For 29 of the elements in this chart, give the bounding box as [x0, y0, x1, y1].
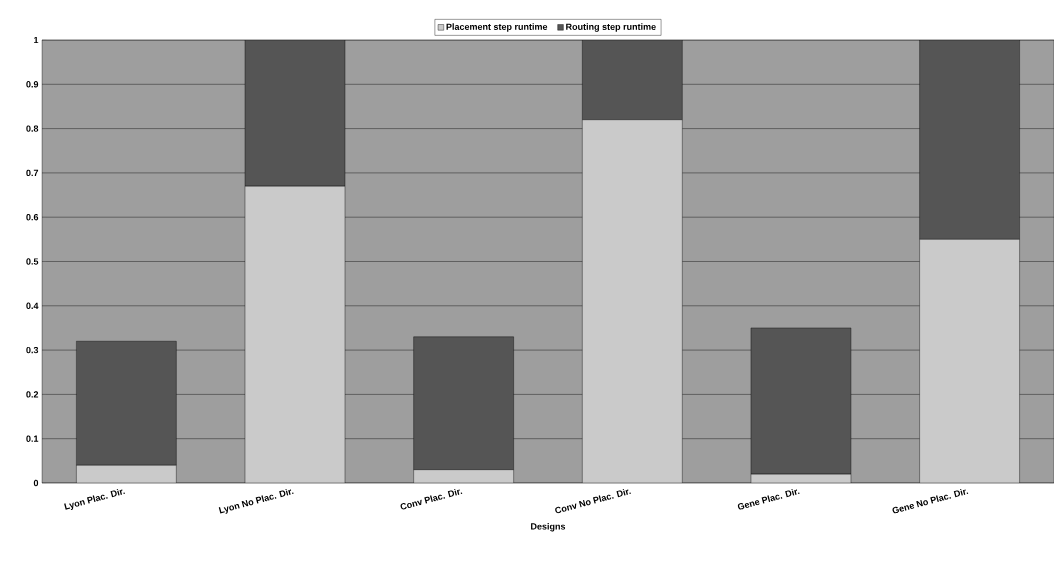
- y-tick-label: 0.7: [26, 169, 39, 177]
- bar: [244, 40, 346, 187]
- bar: [413, 336, 514, 470]
- x-tick-label: Conv Plac. Dir.: [400, 488, 463, 510]
- bar: [76, 341, 177, 466]
- y-tick-label: 0.3: [26, 346, 39, 354]
- y-tick-label: 1: [34, 36, 39, 44]
- x-tick-label: Gene Plac. Dir.: [737, 488, 800, 510]
- y-tick-label: 0.5: [26, 258, 39, 265]
- bar: [919, 239, 1020, 483]
- y-tick-label: 0.1: [26, 435, 39, 442]
- x-tick-label: Lyon Plac. Dir.: [64, 488, 125, 511]
- x-tick-label: Gene No Plac. Dir.: [892, 488, 969, 514]
- x-tick-label: Conv No Plac. Dir.: [555, 488, 631, 514]
- bar: [582, 40, 683, 120]
- bar: [582, 119, 683, 483]
- y-tick-label: 0: [33, 479, 39, 487]
- bar: [244, 185, 346, 483]
- x-tick-label: Lyon No Plac. Dir.: [218, 488, 294, 514]
- bar: [919, 40, 1020, 240]
- y-tick-label: 0.4: [26, 302, 39, 309]
- legend-label: Placement step runtime: [446, 23, 548, 32]
- legend-label: Routing step runtime: [566, 23, 656, 32]
- x-axis-title: Designs: [531, 522, 566, 532]
- y-tick-label: 0.9: [26, 81, 39, 88]
- y-tick-label: 0.8: [26, 125, 39, 132]
- bar: [750, 327, 852, 475]
- y-tick-label: 0.2: [26, 391, 39, 398]
- y-tick-label: 0.6: [26, 214, 39, 221]
